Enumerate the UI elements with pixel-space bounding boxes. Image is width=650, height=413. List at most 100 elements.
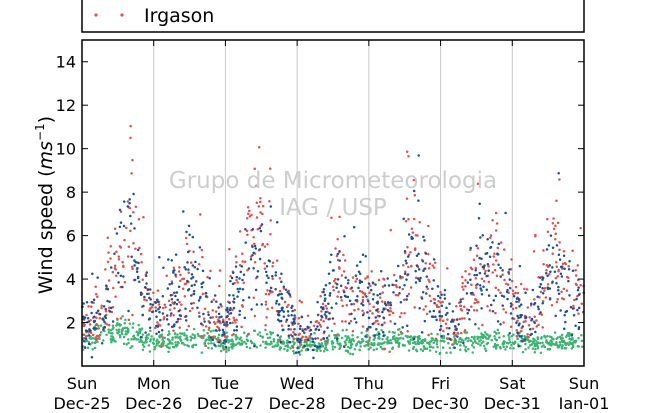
data-point [322, 290, 325, 294]
data-point [100, 341, 104, 345]
data-point [177, 285, 181, 289]
data-point [523, 338, 527, 341]
data-point [456, 318, 459, 321]
data-point [539, 276, 542, 279]
data-point [215, 300, 218, 303]
data-point [479, 335, 482, 339]
data-point [407, 154, 410, 158]
data-point [369, 346, 372, 349]
data-point [106, 288, 110, 291]
data-point [177, 270, 181, 273]
data-point [331, 317, 335, 320]
data-point [185, 230, 188, 234]
data-point [146, 336, 149, 340]
data-point [403, 249, 407, 253]
data-point [149, 340, 152, 343]
data-point [569, 342, 572, 345]
data-point [284, 320, 288, 323]
data-point [480, 307, 483, 310]
data-point [374, 320, 378, 323]
data-point [531, 288, 535, 292]
data-point [570, 334, 574, 337]
x-tick-label-date: Dec-25 [53, 394, 110, 409]
data-point [537, 323, 540, 327]
data-point [366, 327, 369, 331]
data-point [200, 351, 204, 354]
data-point [335, 283, 339, 286]
data-point [191, 307, 194, 310]
data-point [293, 352, 296, 355]
data-point [485, 342, 489, 346]
data-point [398, 291, 401, 295]
data-point [331, 345, 335, 348]
data-point [375, 333, 379, 336]
data-point [405, 294, 409, 298]
data-point [189, 335, 192, 338]
data-point [554, 232, 558, 236]
data-point [263, 267, 267, 270]
data-point [543, 345, 547, 349]
data-point [439, 301, 442, 304]
data-point [550, 344, 553, 347]
data-point [375, 328, 378, 331]
data-point [407, 218, 410, 221]
data-point [342, 270, 346, 273]
data-point [151, 303, 155, 307]
data-point [360, 338, 364, 341]
data-point [173, 291, 176, 294]
data-point [429, 299, 433, 303]
data-point [130, 255, 133, 258]
data-point [474, 323, 477, 326]
data-point [208, 321, 212, 324]
data-point [90, 305, 93, 308]
data-point [473, 273, 476, 277]
data-point [309, 328, 313, 332]
data-point [143, 298, 146, 301]
data-point [504, 348, 507, 351]
data-point [439, 296, 442, 299]
data-point [486, 238, 489, 241]
data-point [131, 313, 134, 317]
data-point [567, 264, 570, 268]
data-point [552, 338, 555, 341]
data-point [524, 291, 527, 294]
data-point [308, 344, 312, 347]
data-point [224, 345, 228, 349]
data-point [481, 323, 484, 327]
data-point [392, 273, 396, 277]
data-point [500, 294, 504, 297]
data-point [531, 327, 535, 330]
data-point [173, 332, 177, 335]
data-point [117, 257, 121, 261]
data-point [264, 300, 268, 304]
data-point [210, 342, 213, 345]
data-point [412, 178, 416, 182]
data-point [349, 346, 353, 349]
data-point [104, 310, 108, 313]
data-point [397, 337, 401, 340]
data-point [271, 265, 274, 268]
data-point [210, 347, 214, 350]
data-point [263, 262, 266, 265]
data-points [81, 124, 586, 360]
data-point [154, 326, 157, 330]
data-point [352, 226, 356, 229]
data-point [123, 321, 127, 325]
data-point [268, 343, 272, 346]
data-point [168, 283, 171, 286]
data-point [451, 343, 454, 346]
data-point [476, 247, 480, 250]
data-point [113, 252, 116, 255]
data-point [418, 307, 421, 310]
data-point [267, 276, 270, 280]
data-point [379, 269, 383, 273]
data-point [184, 315, 188, 318]
data-point [508, 332, 511, 335]
data-point [346, 281, 350, 285]
data-point [179, 273, 182, 277]
data-point [535, 340, 538, 343]
data-point [251, 253, 254, 257]
data-point [148, 309, 151, 312]
data-point [222, 348, 226, 351]
data-point [133, 264, 136, 267]
